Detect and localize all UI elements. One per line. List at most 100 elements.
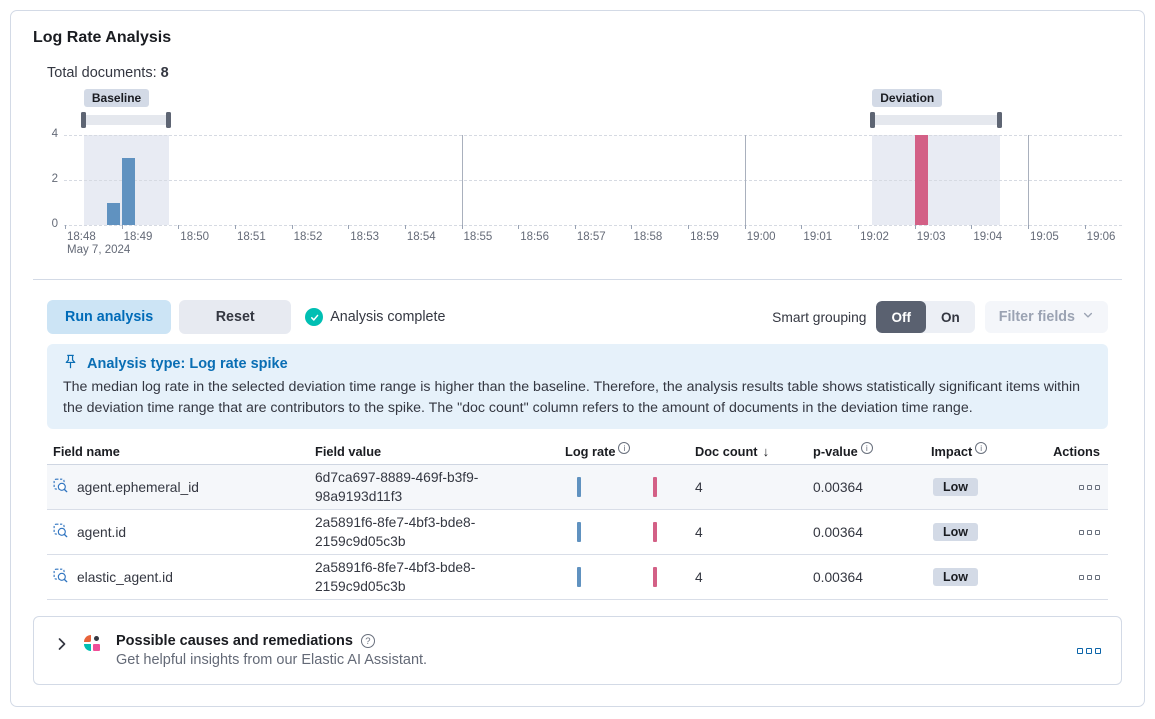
doc-count: 4 [681,480,799,495]
x-gridline [462,135,463,225]
field-filter-icon[interactable] [53,523,68,541]
insights-title: Possible causes and remediations [116,633,353,649]
field-value: 2a5891f6-8fe7-4bf3-bde8-2159c9d05c3b [315,510,533,554]
elastic-ai-assistant-icon [84,635,100,651]
analysis-status-label: Analysis complete [330,309,445,325]
info-icon[interactable]: i [618,442,630,454]
x-tick [688,225,689,229]
sort-desc-icon[interactable]: ↓ [763,444,770,459]
baseline-bar [122,158,135,226]
p-value: 0.00364 [799,480,917,495]
x-tick [462,225,463,229]
col-log-rate[interactable]: Log ratei [559,444,681,459]
filter-fields-button[interactable]: Filter fields [985,301,1108,333]
col-p-value[interactable]: p-valuei [799,444,917,459]
baseline-brush-right-handle[interactable] [166,112,171,128]
field-filter-icon[interactable] [53,568,68,586]
field-name: elastic_agent.id [77,570,173,585]
x-tick [65,225,66,229]
baseline-brush[interactable] [84,115,169,125]
x-gridline [1028,135,1029,225]
x-axis-date-label: May 7, 2024 [67,244,130,256]
x-axis-label: 19:00 [747,231,776,243]
total-documents: Total documents: 8 [47,65,1122,81]
row-actions-button[interactable] [1079,530,1100,535]
x-tick [1085,225,1086,229]
log-rate-histogram[interactable]: 02418:4818:4918:5018:5118:5218:5318:5418… [33,85,1122,265]
deviation-brush[interactable] [872,115,999,125]
x-tick [178,225,179,229]
impact-badge: Low [933,568,978,586]
smart-grouping-off[interactable]: Off [876,301,926,333]
x-tick [915,225,916,229]
impact-badge: Low [933,478,978,496]
deviation-brush-left-handle[interactable] [870,112,875,128]
x-axis-label: 18:48 [67,231,96,243]
baseline-badge: Baseline [84,89,149,107]
x-tick [858,225,859,229]
col-field-name[interactable]: Field name [47,444,309,459]
deviation-badge: Deviation [872,89,942,107]
baseline-minibar [577,477,581,497]
col-impact[interactable]: Impacti [917,444,1037,459]
x-tick [971,225,972,229]
x-tick [292,225,293,229]
x-tick [235,225,236,229]
x-tick [405,225,406,229]
log-rate-minichart [565,476,665,498]
col-actions: Actions [1037,444,1108,459]
x-axis-label: 19:06 [1087,231,1116,243]
info-icon[interactable]: i [861,442,873,454]
x-axis-label: 18:59 [690,231,719,243]
table-header: Field name Field value Log ratei Doc cou… [47,439,1108,465]
y-gridline [64,180,1122,181]
info-icon[interactable]: i [975,442,987,454]
callout-title: Analysis type: Log rate spike [87,356,288,372]
reset-button[interactable]: Reset [179,300,291,334]
x-tick [1028,225,1029,229]
x-axis-label: 18:55 [464,231,493,243]
callout-body: The median log rate in the selected devi… [63,377,1092,418]
x-axis-label: 19:01 [803,231,832,243]
deviation-bar [915,135,928,225]
x-tick [801,225,802,229]
x-axis-label: 18:49 [124,231,153,243]
row-actions-button[interactable] [1079,485,1100,490]
baseline-brush-left-handle[interactable] [81,112,86,128]
x-axis-label: 18:53 [350,231,379,243]
col-field-value[interactable]: Field value [309,444,559,459]
insights-actions-button[interactable] [1077,648,1101,654]
field-filter-icon[interactable] [53,478,68,496]
x-axis-label: 19:02 [860,231,889,243]
field-name: agent.id [77,525,126,540]
x-tick [631,225,632,229]
x-axis-label: 19:03 [917,231,946,243]
p-value: 0.00364 [799,525,917,540]
row-actions-button[interactable] [1079,575,1100,580]
deviation-minibar [653,522,657,542]
filter-fields-label: Filter fields [999,309,1075,325]
y-axis-label: 2 [36,173,58,185]
insights-card: Possible causes and remediations ? Get h… [33,616,1122,685]
run-analysis-button[interactable]: Run analysis [47,300,171,334]
help-icon[interactable]: ? [361,634,375,648]
chevron-right-icon[interactable] [54,636,70,652]
check-icon [305,308,323,326]
field-value: 2a5891f6-8fe7-4bf3-bde8-2159c9d05c3b [315,555,533,599]
doc-count: 4 [681,525,799,540]
insights-subtitle: Get helpful insights from our Elastic AI… [116,652,427,668]
page-title: Log Rate Analysis [33,29,1122,47]
deviation-brush-right-handle[interactable] [997,112,1002,128]
x-axis-label: 19:04 [973,231,1002,243]
col-doc-count[interactable]: Doc count↓ [681,444,799,459]
x-tick [122,225,123,229]
x-tick [518,225,519,229]
x-gridline [745,135,746,225]
x-axis-label: 18:51 [237,231,266,243]
y-gridline [64,135,1122,136]
smart-grouping-on[interactable]: On [926,301,975,333]
analysis-status: Analysis complete [305,308,445,326]
table-row: elastic_agent.id 2a5891f6-8fe7-4bf3-bde8… [47,555,1108,600]
table-row: agent.ephemeral_id 6d7ca697-8889-469f-b3… [47,465,1108,510]
results-table: Field name Field value Log ratei Doc cou… [47,439,1108,600]
